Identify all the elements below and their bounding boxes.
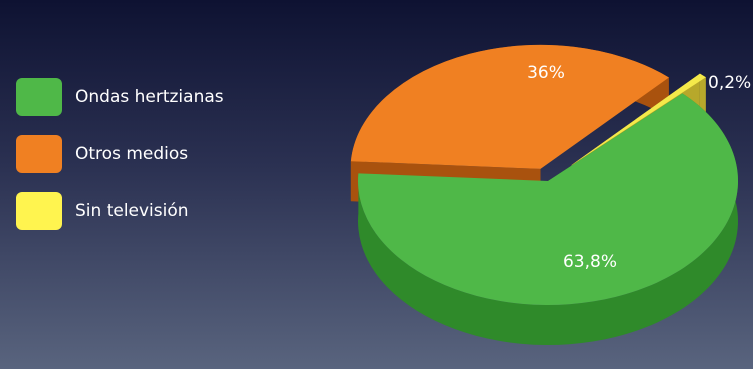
legend-item-ondas-hertzianas: Ondas hertzianas: [16, 78, 224, 116]
pie-slices: [350, 44, 739, 346]
slice-sin-television: [571, 73, 706, 165]
slice-label-otros-medios: 36%: [527, 63, 565, 83]
legend-item-sin-television: Sin televisión: [16, 192, 224, 230]
slice-otros-medios: [350, 44, 669, 169]
legend-swatch: [16, 78, 62, 116]
legend-item-otros-medios: Otros medios: [16, 135, 224, 173]
legend-swatch: [16, 192, 62, 230]
legend-label: Ondas hertzianas: [75, 87, 224, 107]
legend: Ondas hertzianas Otros medios Sin televi…: [16, 78, 224, 249]
slice-label-ondas-hertzianas: 63,8%: [563, 252, 617, 272]
legend-swatch: [16, 135, 62, 173]
legend-label: Otros medios: [75, 144, 189, 164]
slice-label-sin-television: 0,2%: [708, 73, 751, 93]
slice-ondas-hertzianas: [358, 93, 739, 305]
slice-labels: 63,8% 36% 0,2%: [527, 63, 751, 272]
legend-label: Sin televisión: [75, 201, 189, 221]
